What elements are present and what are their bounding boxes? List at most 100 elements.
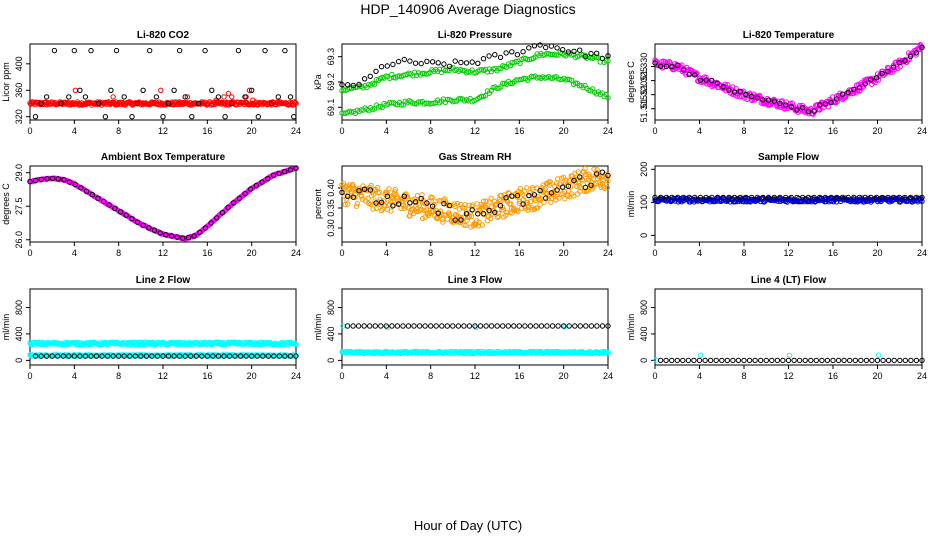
panel-9-series-2 xyxy=(657,357,925,364)
panel-3-point xyxy=(731,89,738,95)
panel-4-point xyxy=(140,222,146,228)
panel-4-point xyxy=(265,176,271,182)
panel-6-point xyxy=(822,194,829,201)
panel-3-point xyxy=(834,96,840,102)
panel-1-xtick-label: 8 xyxy=(116,126,121,136)
panel-7-xtick-label: 8 xyxy=(116,371,121,381)
panel-7-point xyxy=(171,353,177,359)
panel-5-point xyxy=(602,185,608,192)
panel-2-point xyxy=(605,53,611,59)
panel-2-point xyxy=(452,58,458,64)
panel-7-point xyxy=(237,353,244,359)
panel-8-series-1 xyxy=(339,348,611,357)
panel-1-point xyxy=(82,94,89,100)
panel-6-point xyxy=(709,194,715,201)
panel-3-point xyxy=(845,89,851,96)
panel-5-point xyxy=(525,207,531,213)
panel-8-point xyxy=(605,323,611,329)
panel-3-ytick-label: 51.315 xyxy=(639,95,649,123)
panel-2-point xyxy=(469,59,475,65)
panel-1-point xyxy=(291,114,297,120)
panel-1-point xyxy=(225,90,232,97)
panel-3-point xyxy=(811,108,817,114)
panel-3-point xyxy=(693,71,699,77)
panel-4-frame xyxy=(29,165,297,243)
panel-5-xtick-label: 24 xyxy=(603,248,613,258)
panel-2-point xyxy=(423,100,429,106)
panel-6-point xyxy=(783,194,789,201)
panel-8-xtick-label: 0 xyxy=(339,371,344,381)
panel-5-point xyxy=(575,169,581,175)
panel-3-point xyxy=(913,50,919,56)
panel-3-point xyxy=(817,102,823,108)
panel-9-point xyxy=(735,357,742,364)
panel-3-point xyxy=(680,67,687,73)
panel-8-point xyxy=(344,323,351,329)
panel-7-point xyxy=(160,353,166,359)
panel-1-point xyxy=(71,47,78,54)
panel-1-ylabel: Licor ppm xyxy=(1,62,11,102)
panel-5-point xyxy=(356,188,362,194)
panel-2-series-2 xyxy=(339,49,611,94)
panel-4-ytick-label: 27.5 xyxy=(14,197,24,215)
panel-7-point xyxy=(293,353,299,359)
panel-6-point xyxy=(737,194,743,201)
panel-5-point xyxy=(474,201,480,207)
panel-7-point xyxy=(49,353,55,359)
panel-3-point xyxy=(783,102,789,108)
panel-1-point xyxy=(38,100,44,107)
panel-9-point xyxy=(691,357,697,364)
panel-5-point xyxy=(574,191,581,197)
panel-6-point xyxy=(663,194,670,201)
panel-6-series-1 xyxy=(652,195,925,205)
panel-4-xtick-label: 4 xyxy=(72,248,77,258)
panel-7-xtick-label: 24 xyxy=(291,371,301,381)
panel-7-point xyxy=(55,353,61,359)
panel-4-point xyxy=(78,185,84,191)
panel-2-xtick-label: 0 xyxy=(339,126,344,136)
panel-9-point xyxy=(724,357,730,364)
panel-9-xtick-label: 0 xyxy=(652,371,657,381)
panel-5-point xyxy=(512,207,518,213)
panel-8-point xyxy=(505,323,511,329)
panel-4-xtick-label: 24 xyxy=(291,248,301,258)
panel-5-point xyxy=(429,203,436,209)
panel-5-point xyxy=(431,201,437,208)
panel-3-point xyxy=(856,85,863,91)
panel-8-point xyxy=(361,323,367,329)
panel-6-point xyxy=(828,194,834,201)
panel-2-ytick-label: 69.2 xyxy=(326,73,336,91)
panel-6-point xyxy=(788,194,794,201)
panel-8-point xyxy=(411,323,417,329)
panel-9-point xyxy=(697,352,704,358)
panel-3-point xyxy=(686,71,692,78)
panel-9-point xyxy=(913,357,920,364)
panel-2-point xyxy=(475,60,481,66)
panel-9-point xyxy=(885,357,892,364)
panel-3-point xyxy=(834,98,841,104)
panel-4-point xyxy=(44,176,50,182)
panel-3-point xyxy=(765,97,772,103)
panel-5-point xyxy=(531,192,538,198)
panel-7-ylabel: ml/min xyxy=(1,314,11,341)
panel-5-point xyxy=(412,199,419,205)
panel-5-point xyxy=(482,204,489,210)
panel-6-point xyxy=(879,194,885,201)
panel-4-point xyxy=(259,179,265,185)
panel-1-point xyxy=(77,87,83,94)
panel-2-point xyxy=(571,48,577,54)
panel-7-point xyxy=(271,353,277,359)
panel-3-point xyxy=(873,75,880,81)
panel-5-point xyxy=(477,207,484,214)
panel-3-ytick-label: 51.320 xyxy=(639,81,649,109)
panel-5-xtick-label: 12 xyxy=(470,248,480,258)
panel-5-point xyxy=(538,196,544,202)
panel-4-point xyxy=(163,232,169,238)
panel-5-point xyxy=(468,224,474,230)
panel-5-point xyxy=(545,195,551,202)
panel-2-point xyxy=(603,57,609,64)
panel-5-point xyxy=(527,190,533,196)
panel-9-point xyxy=(713,357,719,364)
panel-9-point xyxy=(685,357,692,364)
